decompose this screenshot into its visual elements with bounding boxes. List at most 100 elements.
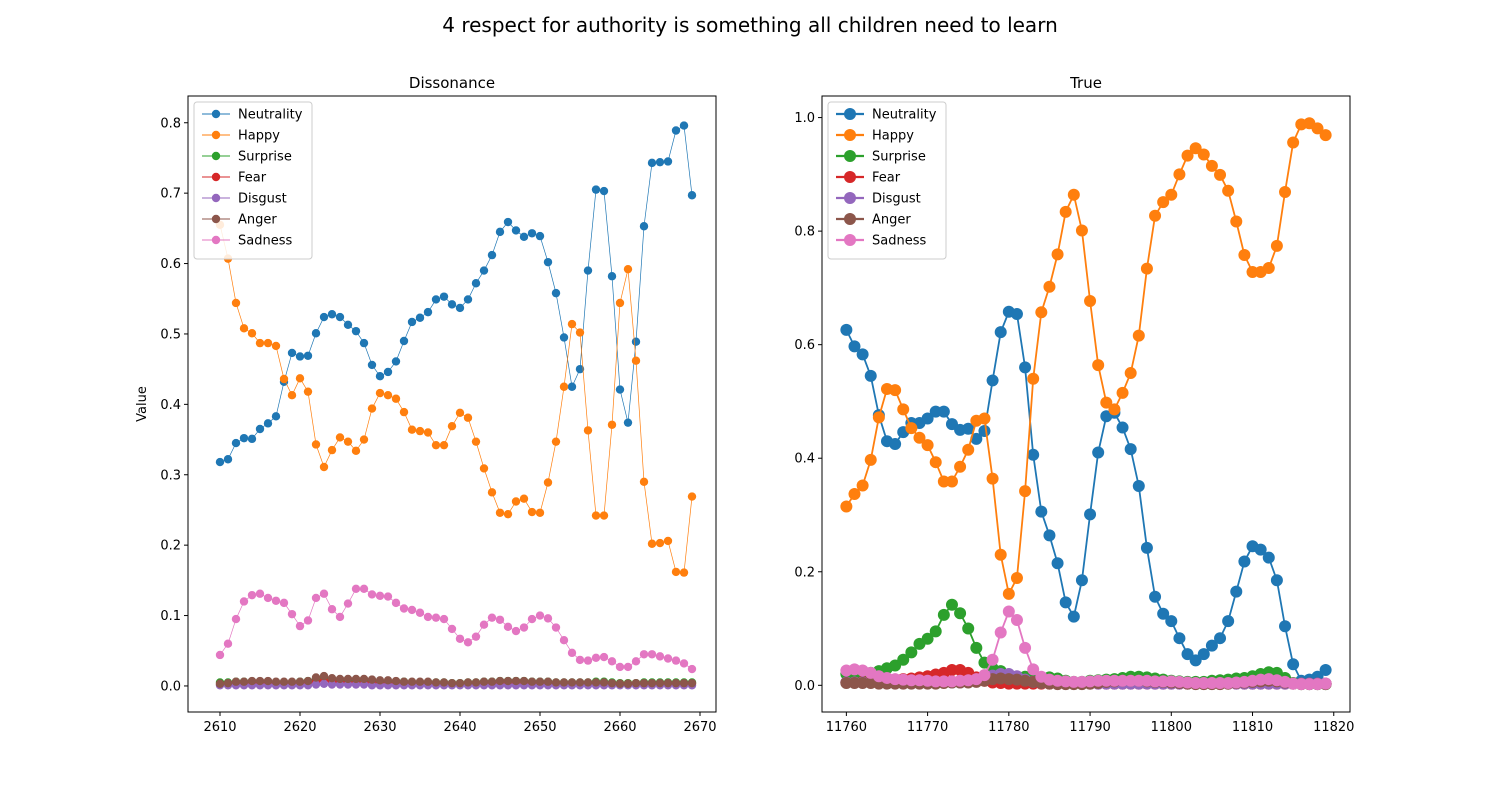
true-neutrality-point	[970, 432, 983, 445]
true-legend: Neutrality Happy Surprise Fear Disgust Anger S…	[827, 101, 947, 260]
dissonance-anger-point	[327, 674, 337, 683]
dissonance-y-tick-label: 0.8	[160, 116, 181, 131]
true-axes-frame	[821, 95, 1351, 713]
dissonance-neutrality-point	[223, 455, 233, 464]
true-neutrality-point	[1262, 551, 1275, 564]
true-legend-fear-marker	[844, 171, 856, 183]
true-happy-point	[1197, 148, 1210, 161]
dissonance-happy-point	[655, 538, 665, 548]
dissonance-happy-point	[663, 536, 673, 546]
dissonance-happy-point	[447, 421, 457, 431]
dissonance-x-tick-label: 2650	[523, 720, 556, 735]
dissonance-anger-point	[383, 676, 393, 685]
dissonance-neutrality-point	[631, 337, 641, 346]
dissonance-neutrality-point	[263, 419, 273, 428]
dissonance-anger-point	[519, 676, 529, 686]
dissonance-neutrality-point	[271, 412, 281, 421]
dissonance-anger-point	[463, 678, 473, 687]
dissonance-neutrality-point	[687, 191, 697, 200]
dissonance-sadness-point	[279, 598, 289, 608]
true-happy-point	[1075, 224, 1088, 237]
dissonance-anger-point	[479, 677, 489, 686]
true-happy-point	[1205, 159, 1218, 172]
true-x-tick-label: 11770	[907, 720, 948, 735]
dissonance-happy-point	[271, 341, 281, 351]
true-happy-point	[848, 487, 861, 500]
true-happy-point	[1010, 572, 1023, 585]
dissonance-sadness-point	[671, 656, 681, 665]
dissonance-neutrality-point	[527, 229, 537, 238]
dissonance-anger-point	[391, 676, 401, 686]
dissonance-neutrality-point	[615, 385, 625, 394]
dissonance-happy-point	[319, 462, 329, 472]
dissonance-sadness-point	[391, 598, 401, 608]
dissonance-neutrality-point	[383, 367, 393, 377]
true-happy-point	[1067, 188, 1080, 201]
dissonance-neutrality-point	[535, 231, 545, 241]
dissonance-anger-point	[559, 678, 569, 687]
true-neutrality-point	[978, 424, 991, 437]
dissonance-neutrality-point	[247, 434, 257, 444]
dissonance-neutrality-point	[663, 157, 673, 166]
dissonance-legend-neutrality-label: Neutrality	[238, 108, 303, 123]
dissonance-anger-point	[231, 677, 241, 686]
dissonance-sadness-point	[319, 589, 329, 598]
dissonance-happy-point	[439, 440, 449, 450]
dissonance-disgust-point	[311, 680, 321, 689]
true-happy-point	[840, 500, 853, 513]
true-neutrality-point	[1124, 443, 1137, 456]
true-happy-point	[1051, 248, 1064, 261]
true-legend-neutrality-label: Neutrality	[872, 108, 937, 123]
dissonance-anger-point	[631, 678, 641, 688]
true-y-tick-label: 0.2	[794, 565, 815, 580]
dissonance-neutrality-point	[575, 364, 585, 374]
dissonance-sadness-point	[567, 648, 577, 658]
dissonance-happy-point	[335, 433, 345, 442]
true-neutrality-point	[840, 323, 853, 336]
true-legend-disgust-marker	[844, 192, 856, 204]
dissonance-neutrality-point	[295, 352, 305, 361]
true-sadness-point	[994, 626, 1007, 639]
dissonance-sadness-point	[655, 652, 665, 661]
dissonance-anger-point	[535, 677, 545, 686]
true-neutrality-point	[1059, 596, 1072, 609]
true-legend-sadness-label: Sadness	[872, 234, 926, 249]
dissonance-happy-point	[599, 511, 609, 520]
true-happy-point	[1157, 196, 1170, 209]
true-sadness-point	[1002, 605, 1015, 618]
dissonance-legend-happy-marker	[211, 130, 221, 140]
dissonance-anger-point	[495, 676, 505, 686]
dissonance-legend-neutrality-marker	[211, 109, 221, 119]
dissonance-happy-point	[463, 413, 473, 422]
true-neutrality-point	[1027, 448, 1040, 461]
true-neutrality-point	[1067, 610, 1080, 623]
true-neutrality-point	[1116, 421, 1129, 434]
dissonance-happy-point	[519, 494, 529, 503]
dissonance-anger-point	[407, 677, 417, 686]
dissonance-sadness-point	[559, 635, 569, 645]
dissonance-neutrality-point	[391, 357, 401, 366]
true-surprise-point	[921, 632, 934, 645]
dissonance-y-tick-label: 0.3	[160, 468, 181, 483]
true-happy-point	[1140, 262, 1153, 275]
true-x-tick-label: 11800	[1151, 720, 1192, 735]
dissonance-anger-point	[647, 678, 657, 688]
true-legend-disgust-label: Disgust	[872, 192, 921, 207]
true-happy-point	[921, 439, 934, 452]
true-happy-point	[1222, 184, 1235, 197]
true-y-tick-label: 0.0	[794, 679, 815, 694]
dissonance-sadness-point	[463, 638, 473, 647]
dissonance-anger-point	[439, 678, 449, 687]
dissonance-anger-point	[655, 678, 665, 688]
dissonance-disgust-point	[319, 679, 329, 689]
dissonance-plot: Dissonance 2610 2620 2630 2640 2650 2660 2670 0.…	[135, 74, 717, 735]
dissonance-anger-point	[279, 677, 289, 686]
dissonance-happy-point	[279, 374, 289, 384]
true-happy-point	[1100, 396, 1113, 409]
true-legend-sadness-marker	[844, 234, 856, 246]
dissonance-sadness-point	[383, 592, 393, 601]
dissonance-neutrality-point	[519, 232, 529, 241]
dissonance-sadness-point	[335, 612, 345, 622]
dissonance-legend-disgust-marker	[211, 193, 221, 203]
